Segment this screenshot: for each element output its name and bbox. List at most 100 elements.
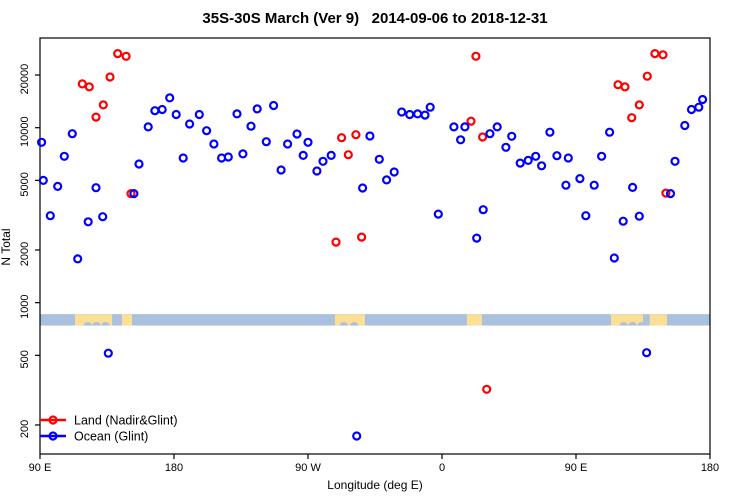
- axis-tick-label: 1000: [19, 294, 31, 318]
- ocean-data-point: [261, 137, 271, 147]
- ocean-data-point: [73, 254, 83, 264]
- land-data-point: [357, 232, 367, 242]
- ocean-data-point: [456, 135, 466, 145]
- land-data-point: [642, 71, 652, 81]
- ocean-data-point: [589, 180, 599, 190]
- ocean-data-point: [389, 167, 399, 177]
- ocean-data-point: [303, 137, 313, 147]
- map-band-coast-notch: [92, 322, 101, 326]
- ocean-data-point: [252, 104, 262, 114]
- ocean-data-point: [609, 253, 619, 263]
- ocean-data-point: [283, 139, 293, 149]
- map-band-coast-notch: [628, 322, 637, 326]
- ocean-data-point: [596, 151, 607, 161]
- ocean-data-point: [618, 216, 628, 226]
- ocean-data-point: [292, 129, 302, 139]
- ocean-data-point: [627, 182, 638, 192]
- axis-tick-label: 90 E: [565, 462, 588, 474]
- ocean-data-point: [433, 209, 443, 219]
- ocean-data-point: [694, 102, 704, 112]
- ocean-data-point: [397, 107, 407, 117]
- x-axis-title: Longitude (deg E): [327, 478, 423, 492]
- ocean-data-point: [91, 183, 101, 193]
- ocean-data-point: [143, 122, 153, 132]
- ocean-data-point: [420, 110, 430, 120]
- ocean-data-point: [238, 149, 248, 159]
- ocean-data-point: [276, 165, 286, 175]
- axis-tick-label: 90 E: [29, 462, 52, 474]
- axis-tick-label: 5000: [19, 172, 31, 196]
- axis-tick-label: 10000: [19, 116, 31, 147]
- land-data-point: [84, 82, 94, 92]
- ocean-data-point: [515, 158, 525, 168]
- ocean-data-point: [665, 189, 676, 199]
- ocean-data-point: [232, 109, 242, 119]
- ocean-data-point: [352, 431, 362, 441]
- ocean-data-point: [641, 348, 652, 358]
- ocean-data-point: [507, 131, 517, 141]
- legend-label: Land (Nadir&Glint): [74, 414, 178, 428]
- map-band-ocean: [40, 314, 710, 326]
- ocean-data-point: [531, 151, 541, 161]
- ocean-data-point: [103, 348, 113, 358]
- map-band-coast-notch: [101, 322, 110, 326]
- ocean-data-point: [178, 153, 188, 163]
- ocean-data-point: [697, 94, 708, 105]
- land-data-point: [650, 48, 660, 59]
- land-data-point: [478, 132, 488, 142]
- land-data-point: [77, 79, 87, 89]
- land-data-point: [482, 384, 492, 394]
- ocean-data-point: [298, 150, 308, 160]
- y-axis-title: N Total: [0, 228, 13, 266]
- ocean-data-point: [67, 129, 77, 139]
- land-data-point: [627, 113, 637, 123]
- ocean-data-point: [269, 100, 279, 111]
- chart-title: 35S-30S March (Ver 9) 2014-09-06 to 2018…: [202, 10, 548, 27]
- ocean-data-point: [98, 212, 108, 222]
- ocean-data-point: [36, 137, 47, 147]
- map-band-land: [466, 314, 482, 326]
- ocean-data-point: [83, 217, 93, 227]
- ocean-data-point: [374, 154, 384, 164]
- land-data-point: [121, 51, 131, 61]
- ocean-data-point: [472, 233, 482, 243]
- land-data-point: [471, 51, 481, 61]
- land-data-point: [343, 150, 353, 160]
- land-data-point: [634, 100, 644, 110]
- legend-marker-icon: [48, 431, 58, 441]
- map-band-coast-notch: [349, 322, 359, 326]
- axis-tick-label: 90 W: [295, 462, 321, 474]
- ocean-data-point: [425, 102, 435, 112]
- axis-tick-label: 20000: [19, 64, 31, 95]
- ocean-data-point: [223, 152, 233, 162]
- map-band-land: [610, 314, 643, 326]
- map-band-land: [74, 314, 113, 326]
- land-data-point: [98, 100, 108, 110]
- land-data-point: [620, 82, 630, 92]
- ocean-data-point: [680, 120, 690, 131]
- land-data-point: [105, 72, 115, 82]
- ocean-data-point: [634, 211, 644, 221]
- axis-tick-label: 500: [19, 350, 31, 368]
- map-band-coast-notch: [83, 322, 93, 326]
- axis-tick-label: 2000: [19, 242, 31, 266]
- axis-tick-label: 200: [19, 420, 31, 438]
- ocean-data-point: [492, 122, 502, 132]
- axis-tick-label: 180: [165, 462, 183, 474]
- axis-tick-label: 180: [701, 462, 719, 474]
- ocean-data-point: [312, 166, 322, 176]
- ocean-data-point: [581, 211, 591, 221]
- ocean-data-point: [185, 119, 195, 129]
- land-data-point: [337, 133, 347, 143]
- ocean-data-point: [202, 126, 212, 136]
- legend-label: Ocean (Glint): [74, 430, 148, 444]
- land-data-point: [91, 112, 101, 122]
- land-data-point: [331, 237, 341, 247]
- ocean-data-point: [150, 106, 160, 116]
- ocean-data-point: [563, 153, 573, 163]
- ocean-data-point: [209, 139, 219, 149]
- ocean-data-point: [194, 109, 204, 120]
- map-band-land: [121, 314, 133, 326]
- ocean-data-point: [523, 155, 533, 165]
